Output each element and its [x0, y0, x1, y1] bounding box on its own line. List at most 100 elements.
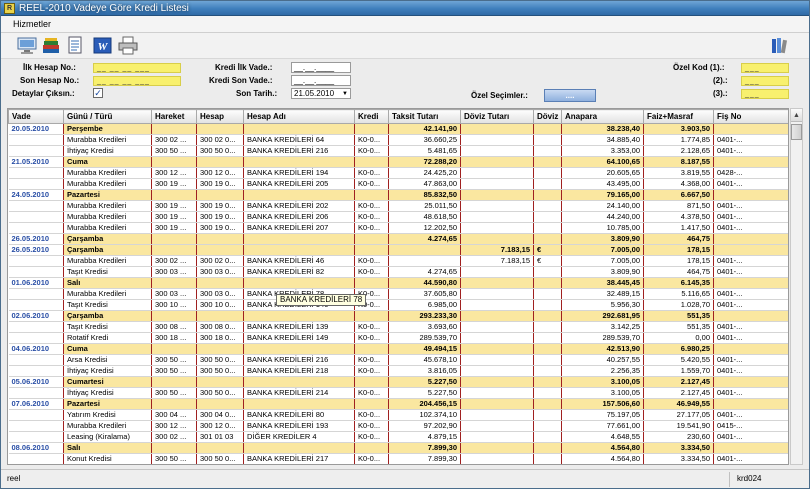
- grid-cell: 300 50 0...: [196, 387, 244, 399]
- day-summary-row[interactable]: 07.06.2010 Pazartesi 204.456,15 157.506,60 4…: [8, 398, 788, 410]
- table-row[interactable]: Murabba Kredileri 300 12 ... 300 12 0... BA…: [8, 420, 788, 432]
- kredi-ilk-vade-input[interactable]: __.__.____: [291, 62, 351, 73]
- grid-cell: [533, 200, 562, 212]
- table-row[interactable]: İhtiyaç Kredisi 300 50 ... 300 50 0... BANK…: [8, 365, 788, 377]
- col-hesap-adi[interactable]: Hesap Adı: [243, 109, 355, 124]
- document-icon[interactable]: [65, 36, 85, 55]
- grid-cell: BANKA KREDİLERİ 149: [243, 332, 355, 344]
- books-icon[interactable]: [41, 36, 61, 55]
- grid-cell: 0401-...: [713, 453, 788, 464]
- grid-cell: 464,75: [643, 266, 714, 278]
- grid-cell: [460, 365, 534, 377]
- printer-icon[interactable]: [118, 36, 138, 55]
- son-hesap-input[interactable]: __ __ __ ___: [93, 76, 181, 86]
- credit-grid[interactable]: Vade Günü / Türü Hareket Hesap Hesap Adı…: [7, 108, 789, 465]
- day-summary-row[interactable]: 04.06.2010 Cuma 49.494,15 42.513,90 6.980,25: [8, 343, 788, 355]
- scroll-thumb[interactable]: [791, 124, 802, 140]
- table-row[interactable]: Yatırım Kredisi 300 04 ... 300 04 0... BANK…: [8, 409, 788, 421]
- grid-cell: 300 19 0...: [196, 200, 244, 212]
- table-row[interactable]: Murabba Kredileri 300 02 ... 300 02 0... BA…: [8, 134, 788, 146]
- menu-hizmetler[interactable]: Hizmetler: [13, 19, 52, 29]
- grid-cell: [8, 134, 64, 146]
- col-doviz[interactable]: Döviz: [533, 109, 562, 124]
- grid-cell: 300 12 0...: [196, 167, 244, 179]
- col-hesap[interactable]: Hesap: [196, 109, 244, 124]
- day-summary-row[interactable]: 01.06.2010 Salı 44.590,80 38.445,45 6.145,35: [8, 277, 788, 289]
- grid-cell: [533, 134, 562, 146]
- col-kredi[interactable]: Kredi: [354, 109, 389, 124]
- table-row[interactable]: Murabba Kredileri 300 19 ... 300 19 0... BA…: [8, 178, 788, 190]
- day-summary-row[interactable]: 02.06.2010 Çarşamba 293.233,30 292.681,95 55…: [8, 310, 788, 322]
- day-summary-row[interactable]: 05.06.2010 Cumartesi 5.227,50 3.100,05 2.127…: [8, 376, 788, 388]
- table-row[interactable]: Murabba Kredileri 300 03 ... 300 03 0... BA…: [8, 288, 788, 300]
- col-doviz-tutari[interactable]: Döviz Tutarı: [460, 109, 534, 124]
- window-title: REEL-2010 Vadeye Göre Kredi Listesi: [19, 3, 189, 14]
- grid-cell: 0401-...: [713, 288, 788, 300]
- grid-cell: [8, 145, 64, 157]
- col-fis-no[interactable]: Fiş No: [713, 109, 788, 124]
- word-icon[interactable]: W: [93, 36, 113, 55]
- grid-cell: 0401-...: [713, 266, 788, 278]
- books-stack-icon[interactable]: [770, 36, 790, 55]
- table-row[interactable]: Rotatif Kredi 300 18 ... 300 18 0... BANKA …: [8, 332, 788, 344]
- grid-cell: [460, 145, 534, 157]
- grid-cell: 24.140,00: [561, 200, 644, 212]
- day-summary-row[interactable]: 08.06.2010 Salı 7.899,30 4.564,80 3.334,50: [8, 442, 788, 454]
- grid-cell: 0401-...: [713, 365, 788, 377]
- table-row[interactable]: İhtiyaç Kredisi 300 50 ... 300 50 0... BANK…: [8, 387, 788, 399]
- table-row[interactable]: İhtiyaç Kredisi 300 50 ... 300 50 0... BANK…: [8, 145, 788, 157]
- ilk-hesap-input[interactable]: __ __ __ ___: [93, 63, 181, 73]
- table-row[interactable]: Taşıt Kredisi 300 10 ... 300 10 0... BANKA …: [8, 299, 788, 311]
- grid-cell: Pazartesi: [63, 189, 152, 201]
- day-summary-row[interactable]: 20.05.2010 Perşembe 42.141,90 38.238,40 3.90…: [8, 123, 788, 135]
- detaylar-checkbox[interactable]: ✓: [93, 88, 103, 98]
- table-row[interactable]: Taşıt Kredisi 300 08 ... 300 08 0... BANKA …: [8, 321, 788, 333]
- grid-cell: Murabba Kredileri: [63, 178, 152, 190]
- kredi-son-vade-input[interactable]: __.__.____: [291, 75, 351, 86]
- table-row[interactable]: Murabba Kredileri 300 19 ... 300 19 0... BA…: [8, 200, 788, 212]
- table-row[interactable]: Murabba Kredileri 300 19 ... 300 19 0... BA…: [8, 222, 788, 234]
- table-row[interactable]: Taşıt Kredisi 300 03 ... 300 03 0... BANKA …: [8, 266, 788, 278]
- grid-cell: Murabba Kredileri: [63, 222, 152, 234]
- table-row[interactable]: Konut Kredisi 300 50 ... 300 50 0... BANKA …: [8, 453, 788, 464]
- grid-cell: [713, 189, 788, 201]
- table-row[interactable]: Murabba Kredileri 300 19 ... 300 19 0... BA…: [8, 211, 788, 223]
- col-faiz-masraf[interactable]: Faiz+Masraf: [643, 109, 714, 124]
- table-row[interactable]: Murabba Kredileri 300 12 ... 300 12 0... BA…: [8, 167, 788, 179]
- grid-cell: Konut Kredisi: [63, 453, 152, 464]
- grid-cell: 0401-...: [713, 321, 788, 333]
- grid-cell: 300 19 ...: [151, 200, 197, 212]
- day-summary-row[interactable]: 21.05.2010 Cuma 72.288,20 64.100,65 8.187,55: [8, 156, 788, 168]
- monitor-icon[interactable]: [17, 36, 37, 55]
- col-vade[interactable]: Vade: [8, 109, 64, 124]
- grid-cell: 3.334,50: [643, 453, 714, 464]
- col-anapara[interactable]: Anapara: [561, 109, 644, 124]
- grid-cell: 7.899,30: [388, 442, 461, 454]
- ozel-kod2-input[interactable]: ___: [741, 76, 789, 86]
- col-hareket[interactable]: Hareket: [151, 109, 197, 124]
- vertical-scrollbar[interactable]: ▲: [790, 108, 803, 465]
- day-summary-row[interactable]: 26.05.2010 Çarşamba 4.274,65 3.809,90 464,75: [8, 233, 788, 245]
- grid-cell: 36.660,25: [388, 134, 461, 146]
- chevron-down-icon[interactable]: ▼: [342, 91, 348, 97]
- grid-cell: 300 50 ...: [151, 453, 197, 464]
- ozel-kod3-input[interactable]: ___: [741, 89, 789, 99]
- grid-cell: 2.127,45: [643, 387, 714, 399]
- col-taksit-tutari[interactable]: Taksit Tutarı: [388, 109, 461, 124]
- grid-cell: 300 04 ...: [151, 409, 197, 421]
- grid-cell: 05.06.2010: [8, 376, 64, 388]
- table-row[interactable]: Murabba Kredileri 300 02 ... 300 02 0... BA…: [8, 255, 788, 267]
- grid-cell: 300 50 ...: [151, 354, 197, 366]
- table-row[interactable]: Arsa Kredisi 300 50 ... 300 50 0... BANKA K…: [8, 354, 788, 366]
- day-summary-row[interactable]: 26.05.2010 Çarşamba 7.183,15 €7.005,00 178,1…: [8, 244, 788, 256]
- day-summary-row[interactable]: 24.05.2010 Pazartesi 85.832,50 79.165,00 6.6…: [8, 189, 788, 201]
- son-tarih-picker[interactable]: 21.05.2010 ▼: [291, 88, 351, 99]
- grid-cell: [460, 376, 534, 388]
- ozel-secimler-button[interactable]: ....: [544, 89, 596, 102]
- grid-cell: K0-0...: [354, 420, 389, 432]
- col-gunu-turu[interactable]: Günü / Türü: [63, 109, 152, 124]
- grid-cell: 551,35: [643, 310, 714, 322]
- ozel-kod1-input[interactable]: ___: [741, 63, 789, 73]
- scroll-up-icon[interactable]: ▲: [791, 109, 802, 122]
- table-row[interactable]: Leasing (Kiralama) 300 02 ... 301 01 03 DİĞ…: [8, 431, 788, 443]
